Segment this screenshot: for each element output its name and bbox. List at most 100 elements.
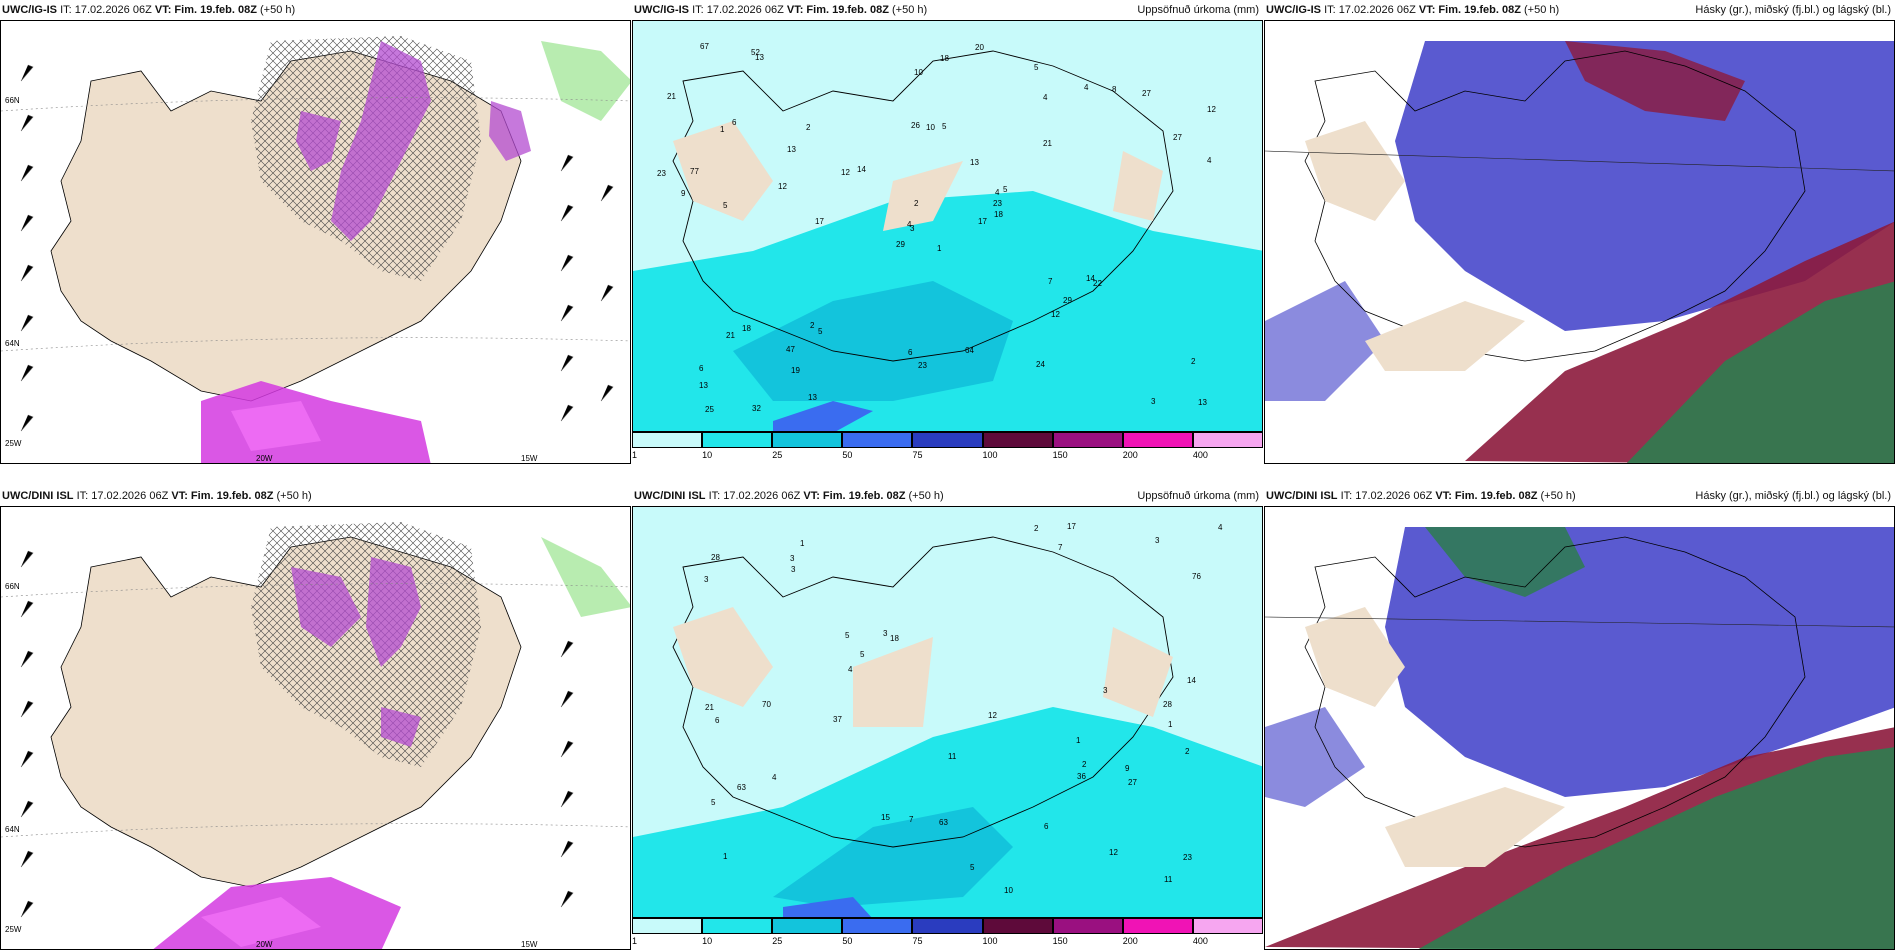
precip-value: 4 [907,220,912,229]
precip-value: 29 [896,240,905,249]
precip-value: 3 [1155,536,1160,545]
map-clouds-dini [1264,506,1895,950]
precip-value: 67 [700,42,709,51]
panel-clouds-dini: UWC/DINI ISL IT: 17.02.2026 06Z VT: Fim.… [1264,486,1895,950]
precip-value: 17 [815,217,824,226]
colorbar-label: 200 [1122,450,1138,460]
colorbar-segment [912,432,983,448]
colorbar-label: 25 [772,450,783,460]
precip-value: 12 [841,168,850,177]
precip-value: 6 [699,364,704,373]
precip-legend-title: Uppsöfnuð úrkoma (mm) [1137,490,1259,502]
precip-value: 2 [1034,524,1039,533]
precip-value: 13 [1198,398,1207,407]
precip-value: 1 [723,852,728,861]
precip-value: 12 [988,711,997,720]
colorbar-segment [772,432,843,448]
precip-value: 27 [1173,133,1182,142]
precip-value: 5 [970,863,975,872]
precip-value: 25 [705,405,714,414]
precip-value: 15 [881,813,890,822]
colorbar-segment [982,918,1053,934]
precip-value: 18 [890,634,899,643]
colorbar-label: 100 [982,450,998,460]
map-wind-igis: 66N 64N 25W 20W 15W [0,20,631,464]
lat-label: 64N [5,825,20,834]
precip-value: 7 [1048,277,1053,286]
colorbar-segment [702,918,773,934]
precip-value: 14 [1086,274,1095,283]
precip-value: 37 [833,715,842,724]
precip-value: 64 [965,346,974,355]
precip-value: 2 [1082,760,1087,769]
precip-value: 1 [937,244,942,253]
precip-value: 21 [1043,139,1052,148]
colorbar-segment [772,918,843,934]
precip-value: 77 [690,167,699,176]
precip-value: 63 [939,818,948,827]
colorbar-label: 200 [1122,936,1138,946]
precip-value: 27 [1142,89,1151,98]
colorbar-segment [1192,918,1263,934]
lon-label: 25W [5,439,22,448]
colorbar-segment [982,432,1053,448]
precip-value: 2 [810,321,815,330]
panel-wind-dini: UWC/DINI ISL IT: 17.02.2026 06Z VT: Fim.… [0,486,631,950]
precip-value: 5 [723,201,728,210]
precip-value: 13 [808,393,817,402]
precip-value: 1 [720,125,725,134]
precip-value: 26 [911,121,920,130]
precip-value: 6 [908,348,913,357]
lon-label: 20W [256,940,273,949]
lat-label: 64N [5,339,20,348]
precip-value: 28 [711,553,720,562]
precip-value: 6 [1044,822,1049,831]
panel-title: UWC/DINI ISL IT: 17.02.2026 06Z VT: Fim.… [2,490,312,502]
precip-value: 13 [787,145,796,154]
precip-value: 2 [1191,357,1196,366]
precip-value: 13 [699,381,708,390]
precip-value: 12 [1051,310,1060,319]
colorbar-segment [842,918,913,934]
precip-value: 12 [1207,105,1216,114]
colorbar-label: 1 [632,450,638,460]
precip-value: 3 [910,224,915,233]
precip-value: 3 [791,565,796,574]
map-clouds-igis [1264,20,1895,464]
colorbar-label: 400 [1192,936,1208,946]
precip-colorbar: 1 10 25 50 75 100 150 200 400 [632,918,1263,946]
precip-value: 47 [786,345,795,354]
precip-value: 10 [926,123,935,132]
panel-title: UWC/IG-IS IT: 17.02.2026 06Z VT: Fim. 19… [1266,4,1560,16]
precip-value: 5 [1003,185,1008,194]
panel-precip-dini: UWC/DINI ISL IT: 17.02.2026 06Z VT: Fim.… [632,486,1263,950]
precip-value: 7 [909,815,914,824]
lon-label: 15W [521,454,538,463]
lat-label: 66N [5,582,20,591]
precip-value: 4 [1207,156,1212,165]
cloud-legend-title: Hásky (gr.), miðský (fj.bl.) og lágský (… [1695,490,1891,502]
precip-value: 4 [848,665,853,674]
panel-clouds-igis: UWC/IG-IS IT: 17.02.2026 06Z VT: Fim. 19… [1264,0,1895,464]
precip-value: 17 [1067,522,1076,531]
precip-value: 21 [705,703,714,712]
precip-value: 23 [993,199,1002,208]
precip-value: 12 [778,182,787,191]
map-precip-dini: 1 1 1 1 18 12 5 7 5 10 3 21 28 23 15 14 11 12 3 4 4 3 4 2 2 3 2 6 3 3… [632,506,1263,918]
colorbar-segment [1192,432,1263,448]
colorbar-segment [842,432,913,448]
colorbar-segment [1122,432,1193,448]
colorbar-segment [1052,432,1123,448]
map-precip-igis: 1 1 3 6 4 5 5 5 4 17 13 13 5 12 29 21 32 26 13 18 14 13 19 10 5 2… [632,20,1263,432]
precip-value: 4 [995,188,1000,197]
colorbar-label: 150 [1052,450,1068,460]
colorbar-label: 100 [982,936,998,946]
precip-value: 11 [948,752,957,761]
precip-value: 22 [1093,279,1102,288]
precip-value: 36 [1077,772,1086,781]
colorbar-label: 1 [632,936,638,946]
precip-value: 52 [751,48,760,57]
precip-value: 28 [1163,700,1172,709]
panel-title: UWC/DINI ISL IT: 17.02.2026 06Z VT: Fim.… [1266,490,1576,502]
precip-value: 27 [1128,778,1137,787]
